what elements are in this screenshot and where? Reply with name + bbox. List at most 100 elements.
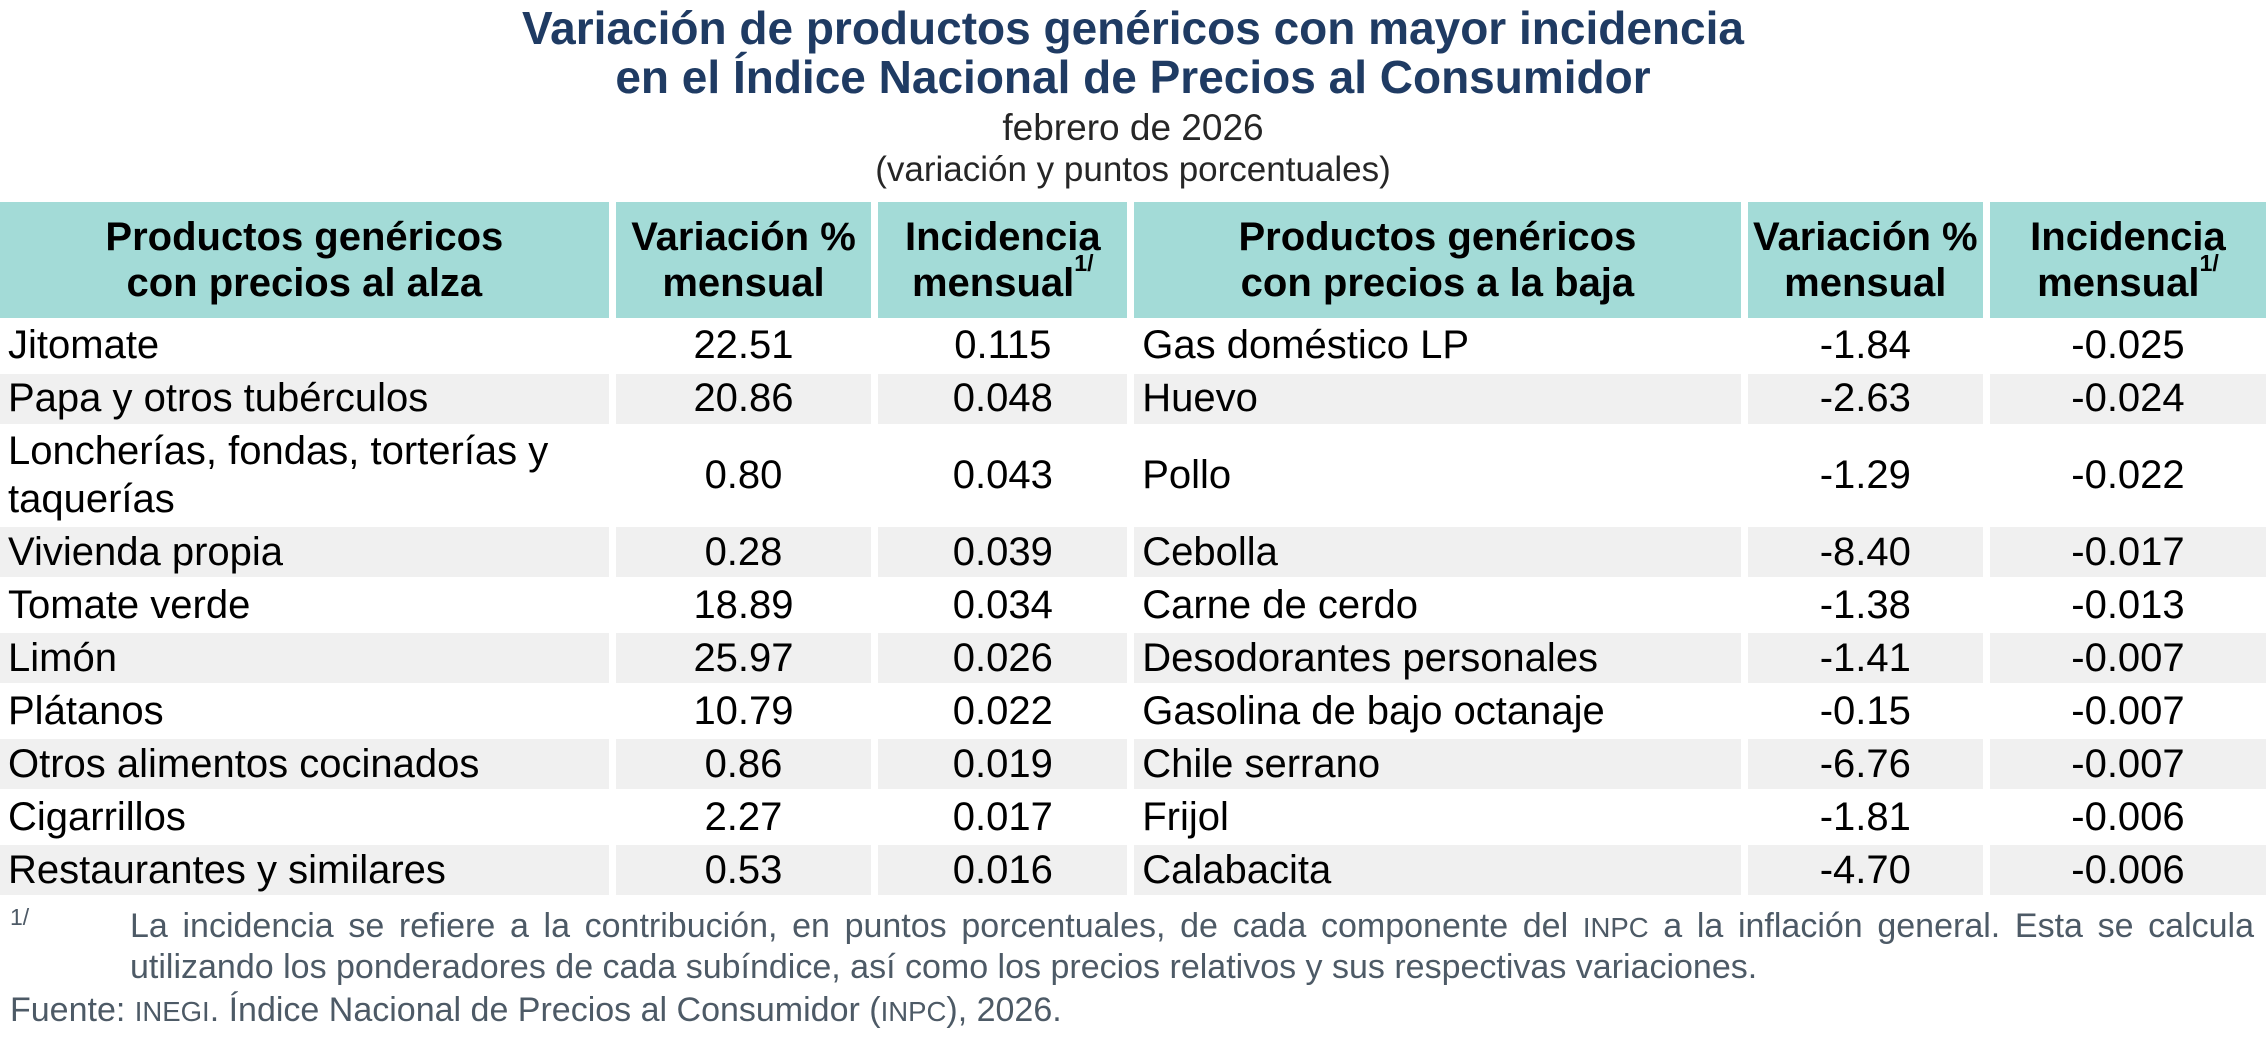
table-row: Cigarrillos 2.27 0.017 Frijol -1.81 -0.006 [0, 792, 2266, 842]
table-row: Restaurantes y similares 0.53 0.016 Calabac… [0, 845, 2266, 896]
table-header-row: Productos genéricos con precios al alza … [0, 201, 2266, 318]
baja-incidencia-cell: -0.022 [2071, 452, 2185, 497]
baja-incidencia-cell: -0.006 [1989, 845, 2266, 896]
baja-variacion-cell: -1.38 [1819, 582, 1911, 627]
alza-variacion-cell: 22.51 [693, 323, 794, 368]
subtitle-units: (variación y puntos porcentuales) [875, 149, 1391, 189]
alza-product-cell: Otros alimentos cocinados [0, 739, 609, 790]
baja-variacion-cell: -1.84 [1819, 323, 1911, 368]
source-line: Fuente: INEGI. Índice Nacional de Precio… [10, 990, 1062, 1029]
alza-variacion-cell: 0.80 [704, 452, 783, 497]
header-baja-variacion: Variación % mensual [1747, 201, 1983, 318]
table-row: Tomate verde 18.89 0.034 Carne de cerdo -1.3… [0, 580, 2266, 630]
baja-variacion-cell: -1.81 [1819, 794, 1911, 839]
alza-product-cell: Limón [0, 633, 609, 684]
header-baja-incidencia: Incidencia mensual1/ [1989, 201, 2266, 318]
alza-incidencia-cell: 0.017 [952, 794, 1053, 839]
alza-variacion-cell: 25.97 [615, 633, 872, 684]
page-title-line2: en el Índice Nacional de Precios al Cons… [615, 50, 1651, 103]
footnote-marker: 1/ [10, 904, 30, 931]
header-alza-product-line1: Productos genéricos [105, 214, 504, 259]
alza-variacion-cell: 18.89 [693, 582, 794, 627]
header-baja-product: Productos genéricos con precios a la baj… [1134, 201, 1741, 318]
footnote-marker-ref: 1/ [1074, 249, 1094, 276]
alza-incidencia-cell: 0.034 [952, 582, 1053, 627]
baja-product-cell: Gas doméstico LP [1142, 323, 1470, 368]
header-alza-variacion-line2: mensual [662, 260, 825, 305]
baja-product-cell: Calabacita [1134, 845, 1741, 896]
baja-product-cell: Gasolina de bajo octanaje [1142, 688, 1605, 733]
baja-variacion-cell: -4.70 [1747, 845, 1983, 896]
alza-incidencia-cell: 0.022 [952, 688, 1053, 733]
alza-product-cell: Restaurantes y similares [0, 845, 609, 896]
baja-product-cell: Pollo [1142, 452, 1232, 497]
baja-incidencia-cell: -0.007 [1989, 633, 2266, 684]
baja-variacion-cell: -1.41 [1747, 633, 1983, 684]
alza-incidencia-cell: 0.043 [952, 452, 1053, 497]
header-alza-incidencia-line1: Incidencia [904, 214, 1101, 259]
table-row: Papa y otros tubérculos 20.86 0.048 Huevo -2… [0, 373, 2266, 424]
alza-incidencia-cell: 0.039 [878, 527, 1128, 578]
footnote-text: La incidencia se refiere a la contribuci… [130, 907, 2254, 986]
table-row: Otros alimentos cocinados 0.86 0.019 Chile … [0, 739, 2266, 790]
header-alza-variacion: Variación % mensual [615, 201, 872, 318]
alza-product-cell: Loncherías, fondas, torterías y taquería… [8, 428, 549, 522]
baja-product-cell: Huevo [1134, 373, 1741, 424]
header-baja-product-line1: Productos genéricos [1238, 214, 1637, 259]
header-baja-incidencia-line1: Incidencia [2030, 214, 2226, 259]
header-alza-incidencia-line2: mensual1/ [911, 249, 1094, 305]
baja-incidencia-cell: -0.025 [2071, 323, 2185, 368]
header-baja-variacion-line2: mensual [1784, 260, 1947, 305]
table-row: Plátanos 10.79 0.022 Gasolina de bajo octan… [0, 686, 2266, 736]
baja-incidencia-cell: -0.024 [1989, 373, 2266, 424]
page-title: Variación de productos genéricos con may… [0, 4, 2266, 102]
header-baja-incidencia-line2: mensual1/ [2037, 249, 2219, 305]
baja-incidencia-cell: -0.007 [1989, 739, 2266, 790]
alza-incidencia-cell: 0.048 [878, 373, 1128, 424]
header-alza-incidencia: Incidencia mensual1/ [878, 201, 1128, 318]
baja-product-cell: Chile serrano [1134, 739, 1741, 790]
table-row: Jitomate 22.51 0.115 Gas doméstico LP -1.84 -… [0, 321, 2266, 371]
alza-incidencia-cell: 0.026 [878, 633, 1128, 684]
baja-incidencia-cell: -0.017 [1989, 527, 2266, 578]
alza-variacion-cell: 0.28 [615, 527, 872, 578]
subtitle-date: febrero de 2026 [1002, 106, 1264, 148]
inpc-acronym: INPC [880, 995, 947, 1027]
table-row: Vivienda propia 0.28 0.039 Cebolla -8.40 -0.0… [0, 527, 2266, 578]
inegi-acronym: INEGI [134, 995, 210, 1027]
header-alza-product-line2: con precios al alza [126, 260, 483, 305]
table-body: Jitomate 22.51 0.115 Gas doméstico LP -1.84 -… [0, 321, 2266, 896]
baja-product-cell: Carne de cerdo [1142, 582, 1418, 627]
footnotes-block: 1/ La incidencia se refiere a la contrib… [0, 904, 2266, 1030]
page-title-line1: Variación de productos genéricos con may… [522, 2, 1744, 54]
baja-incidencia-cell: -0.013 [2071, 582, 2185, 627]
table-row: Loncherías, fondas, torterías y taquería… [0, 427, 2266, 525]
alza-product-cell: Plátanos [8, 688, 164, 733]
baja-variacion-cell: -2.63 [1747, 373, 1983, 424]
alza-product-cell: Vivienda propia [0, 527, 609, 578]
baja-variacion-cell: -0.15 [1819, 688, 1911, 733]
baja-variacion-cell: -8.40 [1747, 527, 1983, 578]
alza-variacion-cell: 2.27 [704, 794, 783, 839]
inpc-acronym: INPC [1582, 912, 1649, 944]
baja-variacion-cell: -1.29 [1819, 452, 1911, 497]
table-row: Limón 25.97 0.026 Desodorantes personales -1… [0, 633, 2266, 684]
alza-product-cell: Cigarrillos [8, 794, 186, 839]
baja-incidencia-cell: -0.007 [2071, 688, 2185, 733]
header-alza-variacion-line1: Variación % [631, 214, 856, 259]
alza-incidencia-cell: 0.016 [878, 845, 1128, 896]
alza-variacion-cell: 0.86 [615, 739, 872, 790]
header-baja-variacion-line1: Variación % [1753, 214, 1978, 259]
alza-product-cell: Jitomate [8, 323, 160, 368]
alza-product-cell: Tomate verde [8, 582, 251, 627]
baja-variacion-cell: -6.76 [1747, 739, 1983, 790]
alza-variacion-cell: 10.79 [693, 688, 794, 733]
header-baja-product-line2: con precios a la baja [1240, 260, 1635, 305]
alza-variacion-cell: 20.86 [615, 373, 872, 424]
inpc-table: Productos genéricos con precios al alza … [0, 199, 2266, 899]
title-block: Variación de productos genéricos con may… [0, 0, 2266, 187]
baja-product-cell: Frijol [1142, 794, 1229, 839]
baja-incidencia-cell: -0.006 [2071, 794, 2185, 839]
header-alza-product: Productos genéricos con precios al alza [0, 201, 609, 318]
alza-incidencia-cell: 0.019 [878, 739, 1128, 790]
